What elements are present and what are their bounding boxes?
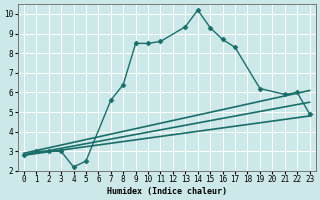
X-axis label: Humidex (Indice chaleur): Humidex (Indice chaleur) [107,187,227,196]
